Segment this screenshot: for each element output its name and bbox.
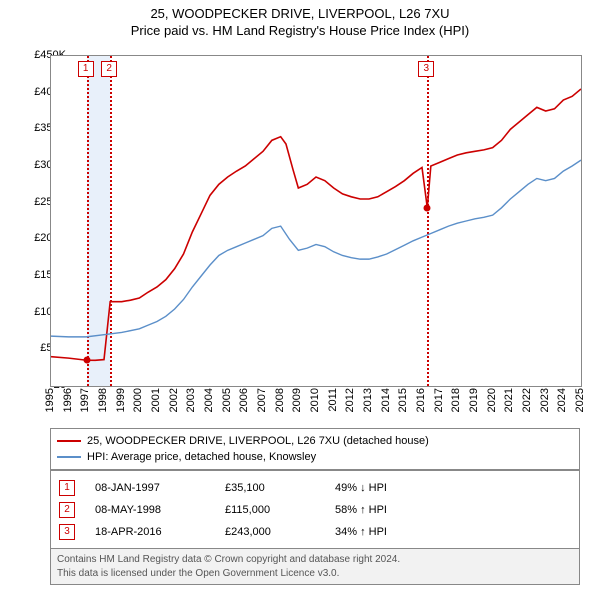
event-delta: 34% ↑ HPI — [335, 526, 387, 538]
event-row-marker: 2 — [59, 502, 75, 518]
x-axis-label: 2011 — [327, 388, 339, 412]
event-price: £243,000 — [225, 526, 335, 538]
x-axis-label: 2014 — [380, 388, 392, 412]
x-axis-label: 2025 — [574, 388, 586, 412]
legend-label: HPI: Average price, detached house, Know… — [87, 451, 316, 463]
x-axis-label: 2016 — [415, 388, 427, 412]
event-row: 2 08-MAY-1998£115,00058% ↑ HPI — [59, 499, 571, 521]
legend: 25, WOODPECKER DRIVE, LIVERPOOL, L26 7XU… — [50, 428, 580, 470]
x-axis-label: 2018 — [450, 388, 462, 412]
legend-swatch — [57, 440, 81, 442]
event-date: 18-APR-2016 — [95, 526, 225, 538]
attribution-footer: Contains HM Land Registry data © Crown c… — [50, 548, 580, 585]
event-date: 08-MAY-1998 — [95, 504, 225, 516]
sale-dot — [83, 357, 90, 364]
event-row: 3 18-APR-2016£243,00034% ↑ HPI — [59, 521, 571, 543]
x-axis-label: 2012 — [344, 388, 356, 412]
x-axis-label: 2000 — [132, 388, 144, 412]
x-axis-label: 2006 — [238, 388, 250, 412]
address-title: 25, WOODPECKER DRIVE, LIVERPOOL, L26 7XU — [0, 6, 600, 21]
chart-container: 25, WOODPECKER DRIVE, LIVERPOOL, L26 7XU… — [0, 0, 600, 590]
x-axis-label: 2021 — [503, 388, 515, 412]
event-price: £115,000 — [225, 504, 335, 516]
x-axis-label: 1999 — [115, 388, 127, 412]
x-axis-label: 1996 — [62, 388, 74, 412]
x-axis-label: 1997 — [79, 388, 91, 412]
x-axis-label: 2015 — [397, 388, 409, 412]
subtitle: Price paid vs. HM Land Registry's House … — [0, 23, 600, 38]
x-axis-label: 2017 — [433, 388, 445, 412]
legend-label: 25, WOODPECKER DRIVE, LIVERPOOL, L26 7XU… — [87, 435, 429, 447]
sale-dot — [424, 204, 431, 211]
x-axis-label: 2023 — [539, 388, 551, 412]
x-axis-label: 1998 — [97, 388, 109, 412]
sale-events-table: 1 08-JAN-1997£35,10049% ↓ HPI 2 08-MAY-1998… — [50, 470, 580, 550]
x-axis-label: 2010 — [309, 388, 321, 412]
x-axis-label: 2003 — [185, 388, 197, 412]
footer-line-1: Contains HM Land Registry data © Crown c… — [57, 553, 573, 567]
event-marker-3: 3 — [418, 61, 434, 77]
event-delta: 58% ↑ HPI — [335, 504, 387, 516]
event-row-marker: 1 — [59, 480, 75, 496]
x-axis-label: 2009 — [291, 388, 303, 412]
title-block: 25, WOODPECKER DRIVE, LIVERPOOL, L26 7XU… — [0, 0, 600, 38]
line-plot-svg — [51, 56, 581, 386]
x-axis-label: 2024 — [556, 388, 568, 412]
x-axis-label: 2004 — [203, 388, 215, 412]
series-line — [51, 160, 581, 337]
legend-swatch — [57, 456, 81, 458]
event-date: 08-JAN-1997 — [95, 482, 225, 494]
event-row: 1 08-JAN-1997£35,10049% ↓ HPI — [59, 477, 571, 499]
legend-item: HPI: Average price, detached house, Know… — [57, 449, 573, 465]
x-axis-label: 2001 — [150, 388, 162, 412]
x-axis-label: 2022 — [521, 388, 533, 412]
event-row-marker: 3 — [59, 524, 75, 540]
x-axis-label: 2007 — [256, 388, 268, 412]
plot-area — [50, 55, 582, 387]
event-marker-1: 1 — [78, 61, 94, 77]
x-axis-label: 2002 — [168, 388, 180, 412]
x-axis-label: 2020 — [486, 388, 498, 412]
x-axis-label: 2008 — [274, 388, 286, 412]
footer-line-2: This data is licensed under the Open Gov… — [57, 567, 573, 581]
x-axis-label: 2013 — [362, 388, 374, 412]
x-axis-label: 2005 — [221, 388, 233, 412]
legend-item: 25, WOODPECKER DRIVE, LIVERPOOL, L26 7XU… — [57, 433, 573, 449]
x-axis-label: 2019 — [468, 388, 480, 412]
event-price: £35,100 — [225, 482, 335, 494]
x-axis-label: 1995 — [44, 388, 56, 412]
event-delta: 49% ↓ HPI — [335, 482, 387, 494]
series-line — [51, 89, 581, 360]
event-marker-2: 2 — [101, 61, 117, 77]
